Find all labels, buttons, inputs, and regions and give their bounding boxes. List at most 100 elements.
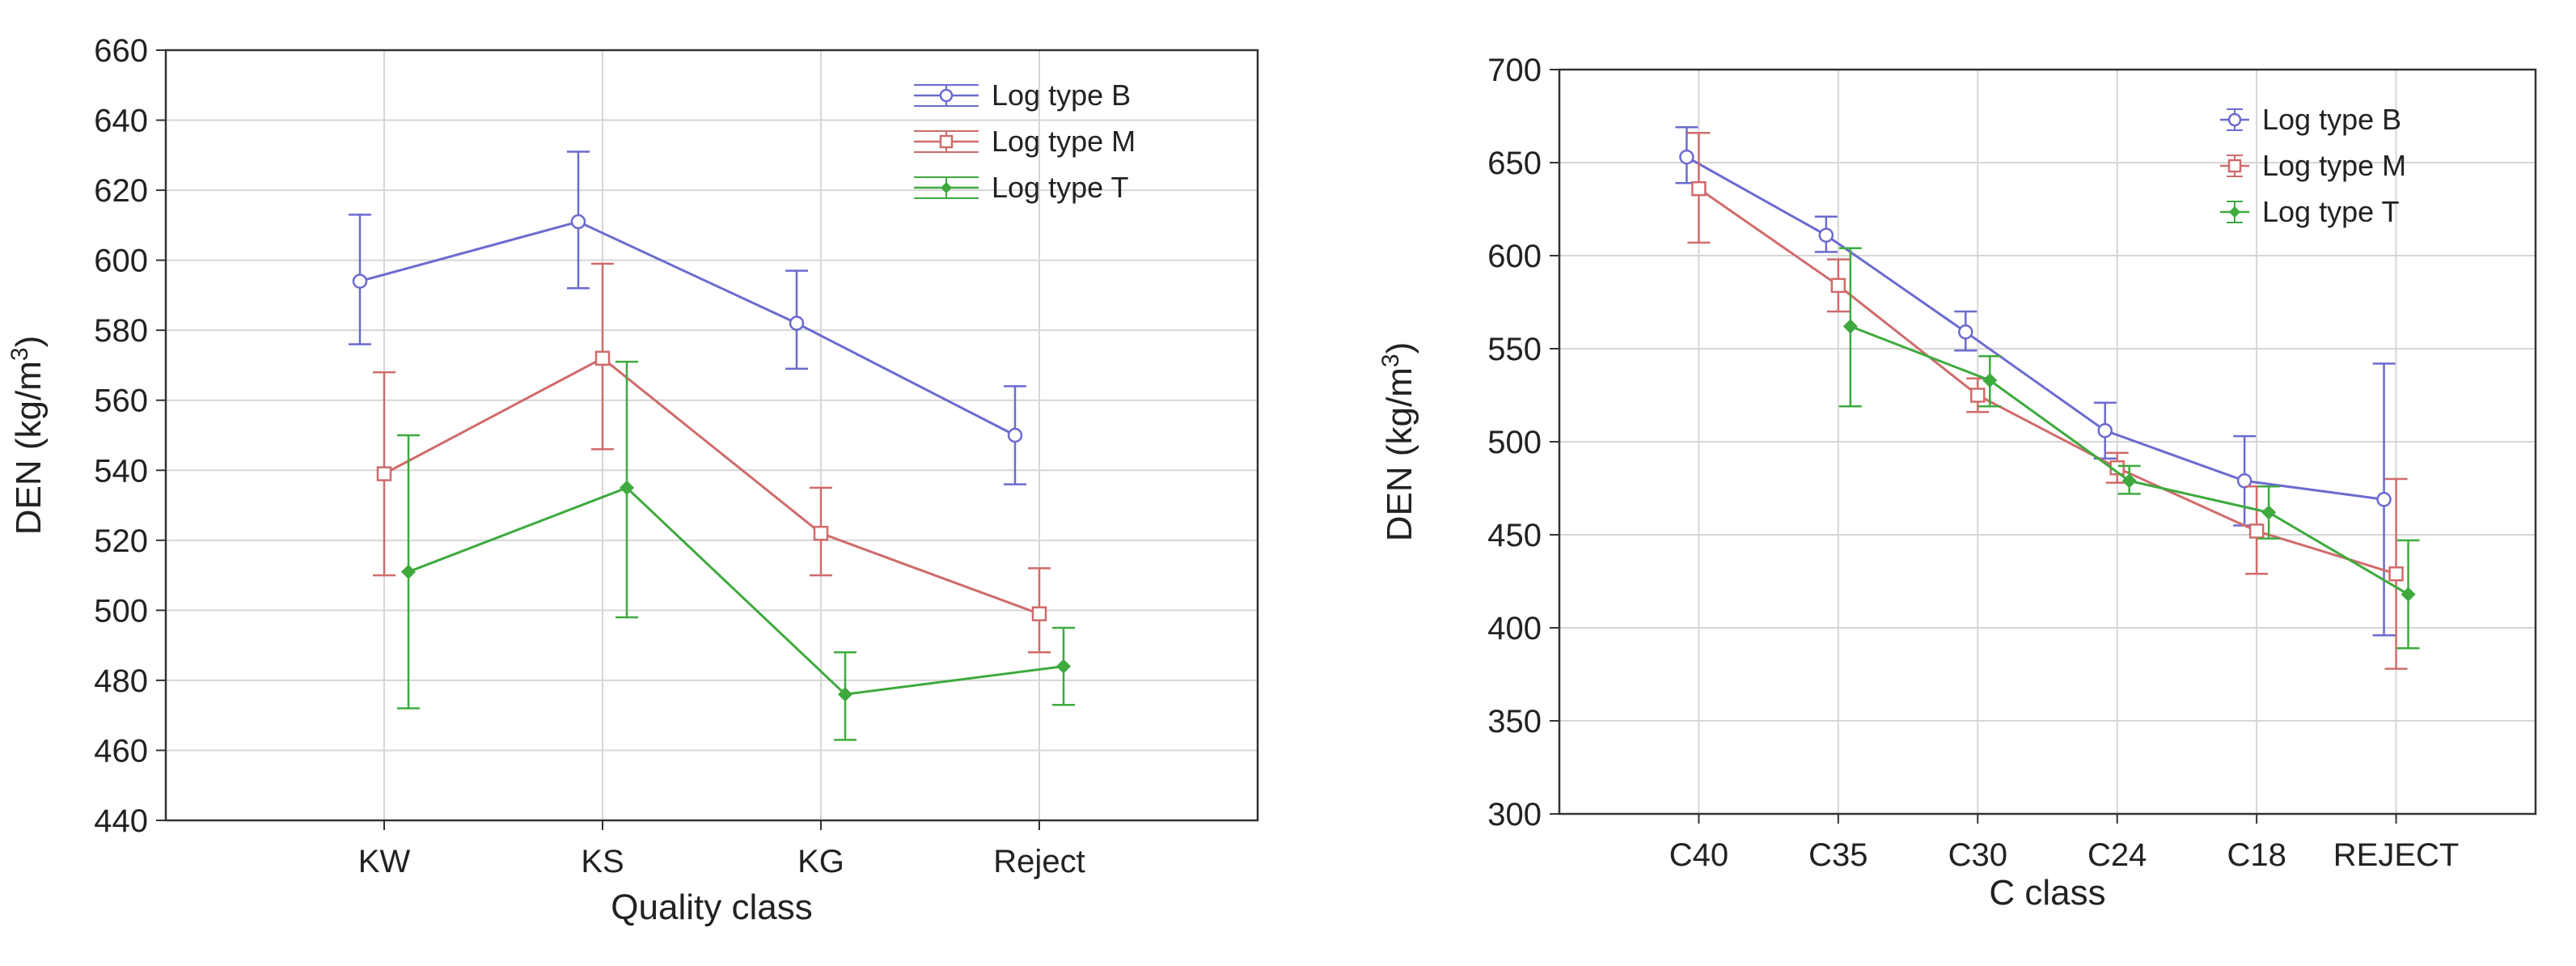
data-point	[2236, 473, 2252, 489]
data-point	[1842, 319, 1858, 334]
data-point	[400, 564, 417, 579]
legend-entry: Log type M	[2220, 149, 2406, 182]
legend-entry: Log type B	[2220, 103, 2401, 136]
x-tick-label: C35	[1808, 837, 1867, 873]
x-tick-label: C24	[2087, 837, 2147, 873]
data-point	[376, 466, 392, 481]
data-point	[1031, 606, 1047, 621]
y-tick-label: 650	[1487, 146, 1542, 181]
data-point	[1055, 659, 1072, 674]
data-point	[837, 687, 853, 702]
y-axis-label-close: )	[9, 336, 49, 348]
series-log-type-m	[373, 262, 1051, 654]
legend-entry: Log type T	[914, 171, 1128, 204]
data-point	[2400, 587, 2416, 602]
legend-marker	[2229, 206, 2240, 218]
legend-label: Log type T	[2262, 195, 2399, 228]
legend-marker	[939, 134, 954, 149]
legend-marker	[941, 182, 952, 193]
plot-frame	[1558, 68, 2537, 816]
legend-label: Log type T	[992, 171, 1128, 204]
legend-label: Log type M	[992, 125, 1136, 158]
y-tick-label: 600	[1487, 239, 1542, 274]
data-point	[619, 480, 635, 495]
data-point	[2376, 492, 2392, 507]
y-tick-label: 500	[94, 593, 148, 629]
series-log-type-t	[397, 360, 1075, 741]
legend-label: Log type B	[992, 78, 1131, 112]
y-axis-label-text: DEN (kg/m	[9, 361, 49, 535]
x-tick-label: REJECT	[2333, 837, 2460, 873]
data-point	[594, 350, 611, 366]
data-point	[789, 316, 805, 331]
plot-frame	[164, 49, 1259, 822]
y-tick-label: 640	[94, 104, 148, 139]
series-log-type-b	[1675, 126, 2396, 637]
data-point	[570, 214, 586, 230]
legend-marker	[2227, 112, 2242, 127]
y-tick-label: 550	[1487, 332, 1542, 367]
legend-entry: Log type B	[914, 78, 1131, 112]
series-line	[383, 357, 1040, 616]
y-tick-label: 620	[94, 173, 148, 209]
legend-entry: Log type T	[2220, 195, 2399, 228]
series-line	[359, 220, 1016, 437]
data-point	[2121, 473, 2137, 489]
data-point	[1818, 227, 1834, 243]
data-point	[2097, 422, 2113, 439]
data-point	[1691, 180, 1707, 197]
y-tick-label: 300	[1487, 797, 1542, 833]
y-tick-label: 500	[1487, 425, 1542, 460]
x-tick-label: KS	[581, 844, 624, 879]
data-point	[1970, 388, 1986, 403]
data-point	[1830, 278, 1846, 294]
series-log-type-b	[349, 150, 1026, 485]
y-tick-label: 560	[94, 383, 148, 419]
series-line	[1698, 187, 2397, 575]
legend-label: Log type B	[2262, 103, 2401, 136]
y-axis-label-sup: 3	[1377, 354, 1404, 367]
x-tick-label: C18	[2227, 837, 2286, 873]
y-tick-label: 450	[1487, 518, 1542, 553]
x-tick-label: KG	[797, 844, 844, 879]
data-point	[1958, 324, 1973, 340]
chart-quality-class: 440 460 480 500 520 540 560 580 600 620 640 660 KW KS…	[6, 33, 1259, 927]
y-tick-label: 660	[94, 33, 148, 69]
series-line	[1686, 155, 2384, 501]
y-tick-label: 540	[94, 453, 148, 489]
data-point	[2261, 505, 2277, 520]
data-point	[1679, 149, 1694, 165]
legend-entry: Log type M	[914, 125, 1136, 158]
series-line	[408, 486, 1064, 696]
data-point	[1007, 427, 1023, 443]
y-tick-label: 350	[1487, 704, 1542, 739]
y-axis-label-text: DEN (kg/m	[1380, 367, 1419, 541]
series-log-type-t	[1838, 247, 2420, 650]
x-axis-label: Quality class	[611, 888, 812, 927]
data-point	[352, 273, 368, 289]
y-tick-label: 460	[94, 733, 148, 769]
y-tick-label: 600	[94, 244, 148, 279]
x-axis-label: C class	[1989, 873, 2105, 913]
legend-label: Log type M	[2262, 149, 2406, 182]
y-tick-label: 480	[94, 663, 148, 699]
data-point	[2248, 523, 2265, 539]
x-tick-label: Reject	[993, 844, 1085, 879]
y-axis-label-sup: 3	[6, 347, 33, 361]
y-tick-label: 700	[1487, 53, 1542, 88]
x-tick-label: C40	[1669, 837, 1728, 873]
series-line	[1850, 325, 2409, 595]
y-axis-label: DEN (kg/m3)	[6, 336, 49, 535]
data-point	[2388, 566, 2404, 582]
x-tick-label: C30	[1948, 837, 2007, 873]
y-tick-label: 520	[94, 523, 148, 559]
y-tick-label: 580	[94, 313, 148, 349]
legend-marker	[2227, 159, 2242, 173]
y-axis-label-close: )	[1380, 342, 1419, 354]
y-axis-label: DEN (kg/m3)	[1377, 342, 1419, 541]
legend-marker	[939, 88, 954, 103]
y-tick-label: 400	[1487, 611, 1542, 646]
x-tick-label: KW	[358, 844, 411, 879]
